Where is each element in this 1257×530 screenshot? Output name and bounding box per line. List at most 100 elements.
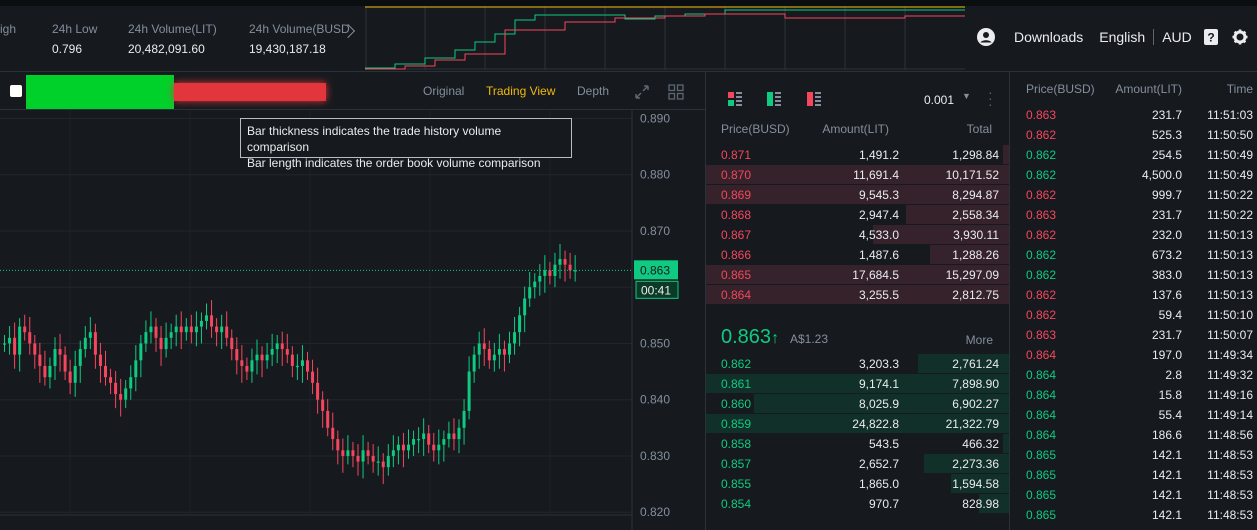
book-both-view-icon[interactable] <box>727 91 743 107</box>
ask-row[interactable]: 0.871 1,491.2 1,298.84 <box>706 144 1009 164</box>
candle-body <box>48 365 52 378</box>
ask-row[interactable]: 0.869 9,545.3 8,294.87 <box>706 184 1009 204</box>
bid-row[interactable]: 0.860 8,025.9 6,902.27 <box>706 393 1009 413</box>
book-amount: 4,533.0 <box>858 228 899 242</box>
layout-grid-icon[interactable] <box>668 84 684 100</box>
help-icon[interactable]: ? <box>1203 29 1218 45</box>
more-link[interactable]: More <box>965 333 993 347</box>
trade-row: 0.865 142.1 11:48:53 <box>1011 444 1257 464</box>
more-options-icon[interactable]: · · · <box>988 84 993 112</box>
tab-trading-view[interactable]: Trading View <box>486 84 556 98</box>
depth-bar <box>924 454 1009 473</box>
candlestick-chart[interactable]: 0.8900.8800.8700.8600.8500.8400.8300.820… <box>0 110 705 530</box>
candle-body <box>331 427 335 440</box>
price-step-selector[interactable]: 0.001 <box>924 93 955 107</box>
candle-body <box>169 332 173 338</box>
bid-row[interactable]: 0.857 2,652.7 2,273.36 <box>706 453 1009 473</box>
candle-body <box>573 270 577 272</box>
bid-row[interactable]: 0.858 543.5 466.32 <box>706 433 1009 453</box>
book-total: 1,288.26 <box>952 248 999 262</box>
trade-amount: 142.1 <box>1151 488 1182 502</box>
tab-depth[interactable]: Depth <box>577 84 610 98</box>
candle-body <box>538 275 542 282</box>
book-amount: 1,865.0 <box>858 477 899 491</box>
chevron-down-icon[interactable]: ▼ <box>962 91 971 101</box>
ask-row[interactable]: 0.864 3,255.5 2,812.75 <box>706 284 1009 304</box>
trade-amount: 231.7 <box>1151 208 1182 222</box>
trade-price: 0.865 <box>1026 468 1057 482</box>
book-asks-view-icon[interactable] <box>806 91 822 107</box>
trade-price: 0.862 <box>1026 268 1057 282</box>
book-amount: 3,203.3 <box>858 357 899 371</box>
ask-row[interactable]: 0.867 4,533.0 3,930.11 <box>706 224 1009 244</box>
candle-body <box>487 349 491 361</box>
candle-body <box>543 270 547 276</box>
trade-time: 11:50:13 <box>1207 248 1253 262</box>
bid-row[interactable]: 0.859 24,822.8 21,322.79 <box>706 413 1009 433</box>
book-amount: 9,174.1 <box>858 377 899 391</box>
bid-row[interactable]: 0.854 970.7 828.98 <box>706 493 1009 513</box>
candle-body <box>119 394 123 400</box>
candle-body <box>240 360 244 366</box>
trade-time: 11:48:53 <box>1207 448 1253 462</box>
language-selector[interactable]: English <box>1099 29 1146 45</box>
bid-row[interactable]: 0.855 1,865.0 1,594.58 <box>706 473 1009 493</box>
candle-body <box>139 343 143 361</box>
candle-body <box>18 326 22 355</box>
depth-bar <box>706 185 1009 204</box>
price-chart-area[interactable]: 0.8900.8800.8700.8600.8500.8400.8300.820… <box>0 110 705 530</box>
candle-body <box>23 326 27 333</box>
currency-selector[interactable]: AUD <box>1162 29 1192 45</box>
trade-amount: 142.1 <box>1151 448 1182 462</box>
ticker-stat-value: 20,482,091.60 <box>128 42 205 56</box>
candle-body <box>482 343 486 350</box>
candle-body <box>83 337 87 350</box>
downloads-link[interactable]: Downloads <box>1014 29 1084 45</box>
ask-row[interactable]: 0.866 1,487.6 1,288.26 <box>706 244 1009 264</box>
candle-body <box>452 433 456 440</box>
last-price: 0.863↑ <box>721 326 779 349</box>
book-col-amount: Amount(LIT) <box>822 122 889 136</box>
candle-body <box>290 354 294 366</box>
volume-bar-checkbox[interactable] <box>10 85 22 97</box>
trade-time: 11:50:22 <box>1207 188 1253 202</box>
trade-amount: 186.6 <box>1151 428 1182 442</box>
bid-row[interactable]: 0.861 9,174.1 7,898.90 <box>706 373 1009 393</box>
ask-row[interactable]: 0.870 11,691.4 10,171.52 <box>706 164 1009 184</box>
candle-body <box>548 270 552 276</box>
candle-body <box>412 439 416 445</box>
trade-time: 11:50:07 <box>1207 328 1253 342</box>
trade-price: 0.864 <box>1026 428 1057 442</box>
tooltip-line-2: Bar length indicates the order book volu… <box>247 156 541 170</box>
candle-body <box>508 343 511 355</box>
bid-row[interactable]: 0.862 3,203.3 2,761.24 <box>706 353 1009 373</box>
trade-amount: 142.1 <box>1151 468 1182 482</box>
candle-body <box>230 337 234 350</box>
trade-amount: 15.8 <box>1158 388 1182 402</box>
candle-body <box>518 315 522 333</box>
trade-row: 0.862 59.4 11:50:10 <box>1011 304 1257 324</box>
tab-original[interactable]: Original <box>423 84 465 98</box>
candle-body <box>457 427 461 440</box>
settings-gear-icon[interactable] <box>1232 29 1248 45</box>
book-total: 828.98 <box>962 497 999 511</box>
candle-body <box>250 360 254 372</box>
candle-body <box>442 439 446 445</box>
candle-body <box>43 365 47 378</box>
user-icon[interactable] <box>976 27 996 47</box>
trade-time: 11:48:56 <box>1207 428 1253 442</box>
book-bids-view-icon[interactable] <box>766 91 782 107</box>
trade-price: 0.862 <box>1026 288 1057 302</box>
candle-body <box>477 343 481 355</box>
fullscreen-icon[interactable] <box>634 84 650 100</box>
ask-row[interactable]: 0.868 2,947.4 2,558.34 <box>706 204 1009 224</box>
trade-time: 11:50:13 <box>1207 268 1253 282</box>
book-amount: 543.5 <box>868 437 899 451</box>
countdown-tag <box>635 280 679 299</box>
candle-body <box>8 337 12 344</box>
trade-amount: 232.0 <box>1151 228 1182 242</box>
ask-row[interactable]: 0.865 17,684.5 15,297.09 <box>706 264 1009 284</box>
candle-body <box>553 264 557 276</box>
candle-body <box>68 371 72 383</box>
trade-amount: 137.6 <box>1151 288 1182 302</box>
